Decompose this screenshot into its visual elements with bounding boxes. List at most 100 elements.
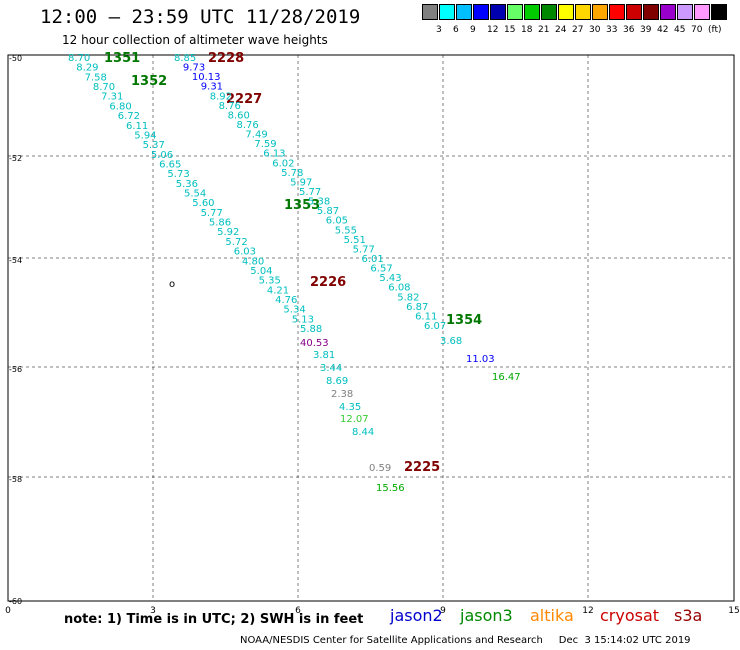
wave-height-value: 8.85 xyxy=(174,53,196,64)
wave-height-value: 5.77 xyxy=(353,244,375,255)
wave-height-value: 4.35 xyxy=(339,402,361,413)
scale-label: 18 xyxy=(521,25,533,35)
lon-label: 0 xyxy=(5,606,11,616)
satellite-jason2: jason2 xyxy=(390,606,443,625)
wave-height-value: 6.03 xyxy=(234,247,256,258)
wave-height-value: 2.38 xyxy=(331,389,353,400)
wave-height-value: 5.13 xyxy=(292,314,314,325)
wave-height-value: 6.07 xyxy=(424,321,446,332)
wave-height-value: 5.43 xyxy=(379,273,401,284)
wave-height-value: 5.51 xyxy=(344,235,366,246)
scale-swatch xyxy=(473,4,489,20)
wave-height-value: 6.11 xyxy=(126,121,148,132)
wave-height-value: 7.59 xyxy=(254,139,276,150)
scale-swatch xyxy=(490,4,506,20)
scale-swatch xyxy=(660,4,676,20)
scale-label: 30 xyxy=(589,25,601,35)
wave-height-value: 5.54 xyxy=(184,189,206,200)
wave-height-value: 8.44 xyxy=(352,427,374,438)
wave-height-value: 5.82 xyxy=(397,292,419,303)
lon-label: 6 xyxy=(295,606,301,616)
scale-label: 36 xyxy=(623,25,635,35)
wave-height-value: 10.13 xyxy=(192,72,221,83)
scale-label: 45 xyxy=(674,25,686,35)
pass-label: 1352 xyxy=(131,74,167,89)
scale-swatch xyxy=(541,4,557,20)
wave-height-value: 5.94 xyxy=(134,130,156,141)
satellite-s3a: s3a xyxy=(674,606,703,625)
lon-label: 3 xyxy=(150,606,156,616)
wave-height-value: 8.92 xyxy=(210,91,232,102)
scale-label: 6 xyxy=(453,25,459,35)
wave-height-value: 12.07 xyxy=(340,414,369,425)
wave-height-value: 6.11 xyxy=(415,311,437,322)
scale-swatch xyxy=(677,4,693,20)
satellite-altika: altika xyxy=(530,606,574,625)
wave-height-value: 6.57 xyxy=(370,264,392,275)
wave-height-value: 6.72 xyxy=(118,111,140,122)
scale-label: 42 xyxy=(657,25,669,35)
pass-label: 1354 xyxy=(446,313,482,328)
scale-swatch xyxy=(507,4,523,20)
scale-swatch xyxy=(592,4,608,20)
wave-height-value: 5.72 xyxy=(225,237,247,248)
wave-height-value: 9.31 xyxy=(201,82,223,93)
wave-height-value: 40.53 xyxy=(300,338,329,349)
scale-swatch xyxy=(609,4,625,20)
wave-height-value: 3.68 xyxy=(440,336,462,347)
lon-label: 12 xyxy=(582,606,593,616)
scale-swatch xyxy=(524,4,540,20)
wave-height-value: 4.80 xyxy=(242,256,264,267)
wave-height-value: 6.87 xyxy=(406,302,428,313)
lat-label: -50 xyxy=(9,54,22,63)
scale-swatch xyxy=(711,4,727,20)
wave-height-value: 5.92 xyxy=(217,227,239,238)
wave-height-value: 8.76 xyxy=(237,120,259,131)
scale-unit: (ft) xyxy=(708,25,722,35)
scale-label: 39 xyxy=(640,25,652,35)
lat-label: -58 xyxy=(9,475,22,484)
scale-swatch xyxy=(626,4,642,20)
wave-height-value: 5.87 xyxy=(317,206,339,217)
satellite-jason3: jason3 xyxy=(460,606,513,625)
wave-height-value: 8.70 xyxy=(93,82,115,93)
wave-height-value: 16.47 xyxy=(492,372,521,383)
map-title: 12:00 — 23:59 UTC 11/28/2019 xyxy=(40,6,361,28)
wave-height-value: 8.76 xyxy=(219,101,241,112)
wave-height-value: 7.58 xyxy=(85,72,107,83)
scale-swatch xyxy=(456,4,472,20)
lat-label: -54 xyxy=(9,256,22,265)
wave-height-value: 7.31 xyxy=(101,92,123,103)
wave-height-value: 5.88 xyxy=(300,324,322,335)
scale-label: 12 xyxy=(487,25,499,35)
wave-height-value: 5.35 xyxy=(259,276,281,287)
lon-label: 15 xyxy=(728,606,739,616)
wave-height-value: 6.05 xyxy=(326,216,348,227)
wave-height-value: 8.70 xyxy=(68,53,90,64)
scale-label: 9 xyxy=(470,25,476,35)
wave-height-value: 3.44 xyxy=(320,363,342,374)
wave-height-value: 5.73 xyxy=(167,169,189,180)
wave-height-value: 5.55 xyxy=(335,225,357,236)
pass-label: 2227 xyxy=(226,92,262,107)
scale-label: 3 xyxy=(436,25,442,35)
credit-line: NOAA/NESDIS Center for Satellite Applica… xyxy=(240,635,691,646)
pass-label: 2228 xyxy=(208,51,244,66)
scale-label: 70 xyxy=(691,25,703,35)
wave-height-value: 5.04 xyxy=(250,266,272,277)
wave-height-value: 5.86 xyxy=(209,218,231,229)
wave-height-value: 3.81 xyxy=(313,350,335,361)
scale-label: 27 xyxy=(572,25,584,35)
wave-height-value: 0.59 xyxy=(369,463,391,474)
scale-swatch xyxy=(439,4,455,20)
pass-label: 2225 xyxy=(404,460,440,475)
wave-height-value: 4.21 xyxy=(267,285,289,296)
lat-label: -56 xyxy=(9,365,22,374)
wave-height-value: 6.65 xyxy=(159,159,181,170)
scale-swatch xyxy=(422,4,438,20)
wave-height-value: 6.01 xyxy=(362,254,384,265)
wave-height-value: 6.80 xyxy=(109,101,131,112)
lat-label: -60 xyxy=(9,597,22,606)
footnote: note: 1) Time is in UTC; 2) SWH is in fe… xyxy=(64,612,364,627)
wave-height-value: 7.49 xyxy=(245,130,267,141)
